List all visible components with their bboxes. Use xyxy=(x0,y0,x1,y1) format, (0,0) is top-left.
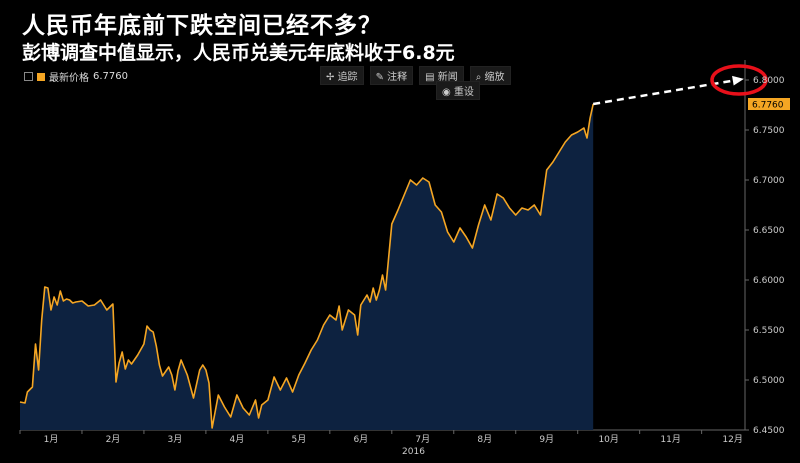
x-tick-label: 1月 xyxy=(44,434,59,445)
forecast-dashed-line xyxy=(592,78,738,106)
x-tick-label: 6月 xyxy=(353,434,368,445)
track-button-label: 追踪 xyxy=(337,72,358,83)
x-tick-label: 8月 xyxy=(477,434,492,445)
y-tick-label: 6.5500 xyxy=(753,326,785,336)
y-tick-label: 6.8000 xyxy=(753,76,785,86)
chart-title: 人民币年底前下跌空间已经不多？ xyxy=(22,13,382,39)
zoom-button-label: 缩放 xyxy=(484,72,505,83)
last-value-label: 6.7760 xyxy=(752,101,784,111)
last-value-tag xyxy=(748,98,790,110)
x-tick-label: 5月 xyxy=(291,434,306,445)
zoom-button[interactable]: ⌕ 缩放 xyxy=(469,66,511,85)
annotate-button-label: 注释 xyxy=(387,72,408,83)
x-tick-label: 10月 xyxy=(598,434,618,445)
legend-label: 最新价格 xyxy=(49,73,89,84)
chart-subtitle: 彭博调查中值显示，人民币兑美元年底料收于6.8元 xyxy=(22,42,455,64)
track-button[interactable]: ✢ 追踪 xyxy=(320,66,364,85)
x-tick-label: 7月 xyxy=(415,434,430,445)
legend-value: 6.7760 xyxy=(93,71,128,82)
x-tick-label: 11月 xyxy=(660,434,680,445)
forecast-arrowhead xyxy=(732,75,744,86)
chart-toolbar: ✢ 追踪 ✎ 注释 ▤ 新闻 ⌕ 缩放 xyxy=(320,66,511,85)
annotate-button[interactable]: ✎ 注释 xyxy=(369,66,414,85)
x-tick-label: 3月 xyxy=(168,434,183,445)
x-tick-label: 2月 xyxy=(106,434,121,445)
forecast-highlight-circle xyxy=(710,64,768,96)
legend-toggle-icon[interactable] xyxy=(24,72,33,81)
reset-button[interactable]: ◉ 重设 xyxy=(436,81,480,100)
legend: 最新价格 6.7760 xyxy=(24,69,128,84)
reset-button-label: 重设 xyxy=(453,87,474,98)
y-tick-label: 6.4500 xyxy=(753,426,785,436)
legend-swatch-icon xyxy=(37,72,45,81)
news-button[interactable]: ▤ 新闻 xyxy=(419,66,464,85)
x-tick-label: 12月 xyxy=(722,434,742,445)
x-year-label: 2016 xyxy=(402,447,425,457)
news-button-label: 新闻 xyxy=(437,72,458,83)
series-area xyxy=(20,104,594,430)
y-tick-label: 6.6500 xyxy=(753,226,785,236)
x-tick-label: 9月 xyxy=(539,434,554,445)
series-line xyxy=(19,103,594,429)
y-tick-label: 6.6000 xyxy=(753,276,785,286)
y-tick-label: 6.7000 xyxy=(753,176,785,186)
x-tick-label: 4月 xyxy=(230,434,245,445)
y-tick-label: 6.5000 xyxy=(753,376,785,386)
y-tick-label: 6.7500 xyxy=(753,126,785,136)
